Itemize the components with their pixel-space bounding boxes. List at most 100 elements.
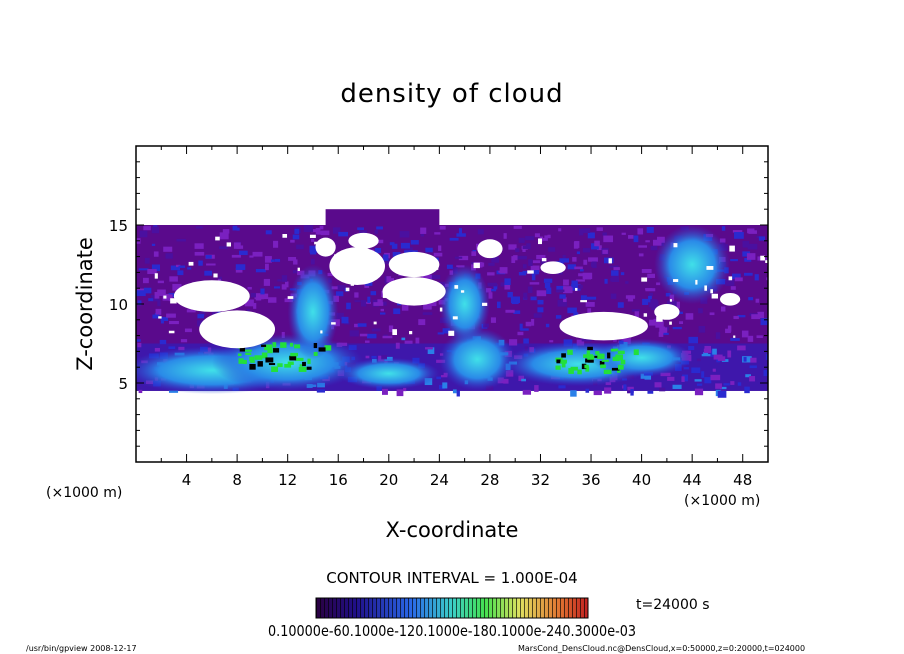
density-cell [361, 300, 367, 307]
density-cell [522, 245, 531, 249]
cloud-gap-speck [673, 243, 678, 248]
density-cell [235, 268, 243, 273]
density-cell [143, 287, 152, 294]
density-cell [748, 230, 757, 234]
density-cell [650, 245, 658, 251]
density-cell [613, 339, 617, 342]
dense-region [654, 225, 731, 304]
density-cell [720, 306, 726, 312]
density-cell [364, 340, 370, 343]
cloud-gap-speck [373, 321, 377, 325]
peak-cell [245, 352, 252, 355]
cloud-gap-speck [409, 331, 413, 335]
density-cell [742, 356, 752, 363]
density-cell [389, 242, 395, 246]
cloud-gap [315, 237, 336, 257]
x-tick-label: 44 [683, 471, 702, 489]
x-unit-label-right: (×1000 m) [684, 493, 760, 509]
density-cell [236, 245, 244, 249]
density-cell [456, 390, 460, 397]
cloud-gap-speck [669, 321, 672, 325]
density-cell [555, 289, 565, 292]
density-cell [348, 345, 357, 351]
density-cell [725, 328, 731, 334]
peak-cell [600, 364, 606, 369]
density-cell [186, 309, 196, 313]
density-cell [238, 250, 248, 255]
density-cell [544, 235, 550, 238]
density-cell [591, 243, 599, 250]
cloud-gap [199, 310, 276, 349]
peak-cell [601, 359, 609, 362]
density-cell [371, 355, 377, 359]
density-cell [503, 233, 507, 239]
cloud-gap-speck [158, 316, 162, 319]
density-cell [701, 371, 705, 378]
peak-cell [318, 347, 326, 352]
density-cell [231, 254, 241, 258]
density-cell [170, 265, 181, 271]
peak-cell [586, 350, 591, 355]
density-cell [582, 248, 591, 253]
cloud-gap-speck [575, 287, 578, 291]
peak-cell [610, 348, 617, 352]
cloud-gap-speck [188, 261, 194, 266]
density-cell [631, 309, 640, 312]
peak-cell [581, 363, 587, 370]
density-cell [160, 319, 164, 324]
density-cell [504, 278, 511, 285]
density-cell [733, 315, 739, 320]
peak-cell [268, 363, 276, 366]
density-cell [395, 342, 400, 349]
peak-cell [249, 363, 256, 370]
density-cell [204, 270, 213, 276]
density-cell [717, 356, 726, 361]
density-cell [623, 384, 627, 391]
density-cell [625, 295, 636, 299]
density-cell [487, 272, 495, 276]
peak-cell [284, 363, 292, 368]
density-cell [611, 275, 620, 282]
peak-cell [280, 342, 287, 348]
cloud-gap-speck [345, 287, 350, 292]
cloud-gap-speck [154, 273, 158, 279]
density-cell [277, 279, 282, 282]
peak-cell [561, 353, 566, 358]
density-cell [588, 257, 598, 262]
peak-cell [250, 360, 255, 363]
density-cell [741, 330, 749, 338]
density-cell [194, 243, 204, 249]
density-cell [522, 264, 527, 269]
density-cell [379, 312, 386, 315]
cloud-gap-speck [282, 234, 288, 238]
density-cell [674, 301, 680, 309]
density-cell [401, 337, 406, 341]
peak-cell [577, 369, 582, 375]
density-cell [558, 385, 566, 389]
density-cell [472, 249, 477, 253]
density-cell [610, 293, 617, 299]
density-cell [602, 232, 607, 236]
density-cell [659, 327, 668, 335]
density-cell [543, 278, 553, 283]
density-cell [349, 330, 359, 337]
x-tick-label: 4 [182, 471, 192, 489]
density-cell [178, 265, 186, 268]
density-cell [354, 323, 359, 328]
density-cell [715, 332, 721, 339]
peak-cell [567, 349, 573, 355]
density-cell [160, 316, 169, 321]
density-cell [760, 318, 768, 326]
density-cell [525, 321, 532, 327]
density-cell [263, 278, 270, 286]
density-cell [281, 284, 287, 290]
density-cell [513, 310, 521, 314]
density-cell [273, 286, 281, 289]
density-cell [184, 328, 192, 333]
cloud-gap-speck [695, 279, 698, 285]
density-cell [633, 235, 639, 243]
density-cell [376, 226, 383, 230]
density-cell [659, 387, 666, 392]
density-cell [696, 383, 703, 386]
